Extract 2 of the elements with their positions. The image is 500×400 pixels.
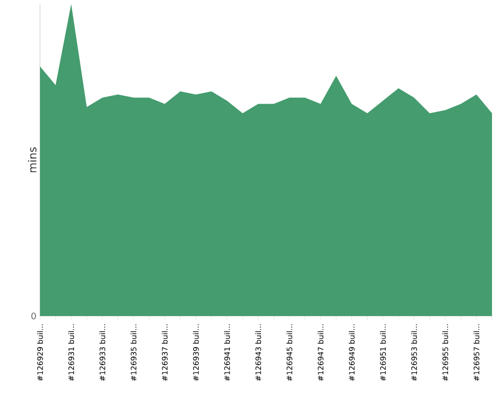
y-axis-title: mins: [28, 147, 36, 172]
text: 0: [31, 312, 36, 320]
